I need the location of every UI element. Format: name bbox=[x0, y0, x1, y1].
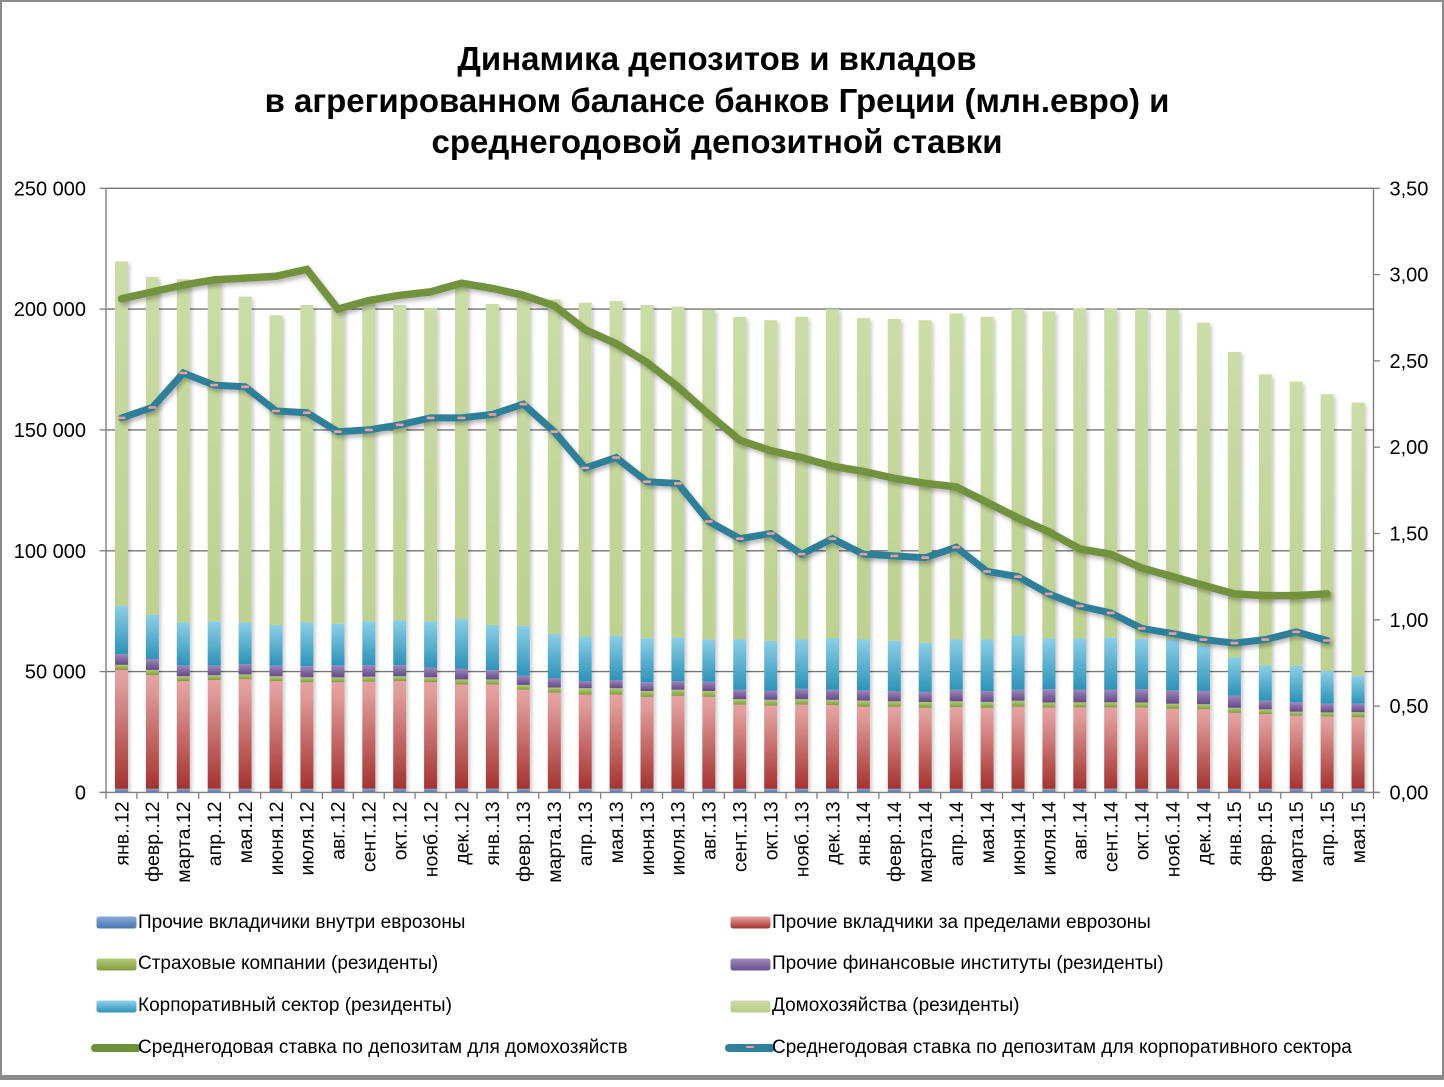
svg-text:февр..12: февр..12 bbox=[142, 801, 164, 882]
svg-text:авг..13: авг..13 bbox=[699, 801, 721, 859]
svg-text:февр..14: февр..14 bbox=[884, 801, 906, 882]
svg-text:сент..12: сент..12 bbox=[359, 801, 381, 872]
svg-text:июня.13: июня.13 bbox=[637, 801, 659, 875]
svg-text:0,50: 0,50 bbox=[1390, 696, 1429, 718]
svg-text:дек..13: дек..13 bbox=[822, 801, 844, 864]
svg-text:июля.12: июля.12 bbox=[297, 801, 319, 875]
svg-text:мая.15: мая.15 bbox=[1348, 801, 1370, 863]
svg-text:1,50: 1,50 bbox=[1390, 524, 1429, 546]
svg-text:мая.13: мая.13 bbox=[606, 801, 628, 863]
svg-text:3,50: 3,50 bbox=[1390, 178, 1429, 200]
svg-text:окт..13: окт..13 bbox=[761, 801, 783, 860]
svg-text:авг..12: авг..12 bbox=[328, 801, 350, 859]
svg-text:2,50: 2,50 bbox=[1390, 351, 1429, 373]
svg-text:янв..13: янв..13 bbox=[482, 801, 504, 865]
svg-text:1,00: 1,00 bbox=[1390, 610, 1429, 632]
svg-text:янв..12: янв..12 bbox=[111, 801, 133, 865]
svg-text:2,00: 2,00 bbox=[1390, 437, 1429, 459]
svg-text:0,00: 0,00 bbox=[1390, 782, 1429, 804]
svg-text:мая.12: мая.12 bbox=[235, 801, 257, 863]
svg-text:150 000: 150 000 bbox=[14, 420, 86, 442]
svg-text:дек..12: дек..12 bbox=[451, 801, 473, 864]
svg-text:мая.14: мая.14 bbox=[977, 801, 999, 863]
svg-text:250 000: 250 000 bbox=[14, 178, 86, 200]
svg-text:нояб..14: нояб..14 bbox=[1162, 801, 1184, 877]
svg-text:нояб..13: нояб..13 bbox=[791, 801, 813, 877]
svg-text:февр..13: февр..13 bbox=[513, 801, 535, 882]
svg-text:марта.12: марта.12 bbox=[173, 801, 195, 882]
svg-text:янв..14: янв..14 bbox=[853, 801, 875, 865]
svg-text:3,00: 3,00 bbox=[1390, 265, 1429, 287]
svg-text:окт..12: окт..12 bbox=[390, 801, 412, 860]
svg-text:сент..14: сент..14 bbox=[1101, 801, 1123, 872]
svg-text:янв..15: янв..15 bbox=[1224, 801, 1246, 865]
svg-text:0: 0 bbox=[75, 782, 86, 804]
svg-text:июля.14: июля.14 bbox=[1039, 801, 1061, 875]
svg-text:июля.13: июля.13 bbox=[668, 801, 690, 875]
svg-text:окт..14: окт..14 bbox=[1131, 801, 1153, 860]
svg-text:июня.12: июня.12 bbox=[266, 801, 288, 875]
svg-text:апр..14: апр..14 bbox=[946, 801, 968, 866]
svg-text:апр..12: апр..12 bbox=[204, 801, 226, 866]
svg-text:авг..14: авг..14 bbox=[1070, 801, 1092, 860]
svg-text:сент..13: сент..13 bbox=[730, 801, 752, 872]
svg-text:100 000: 100 000 bbox=[14, 541, 86, 563]
svg-text:июня.14: июня.14 bbox=[1008, 801, 1030, 875]
svg-text:нояб..12: нояб..12 bbox=[420, 801, 442, 877]
svg-text:дек..14: дек..14 bbox=[1193, 801, 1215, 864]
svg-text:февр..15: февр..15 bbox=[1255, 801, 1277, 882]
svg-text:марта.13: марта.13 bbox=[544, 801, 566, 882]
svg-text:апр..13: апр..13 bbox=[575, 801, 597, 866]
svg-text:апр..15: апр..15 bbox=[1317, 801, 1339, 866]
svg-text:марта.15: марта.15 bbox=[1286, 801, 1308, 882]
svg-text:50 000: 50 000 bbox=[25, 662, 86, 684]
svg-text:200 000: 200 000 bbox=[14, 299, 86, 321]
svg-text:марта.14: марта.14 bbox=[915, 801, 937, 882]
